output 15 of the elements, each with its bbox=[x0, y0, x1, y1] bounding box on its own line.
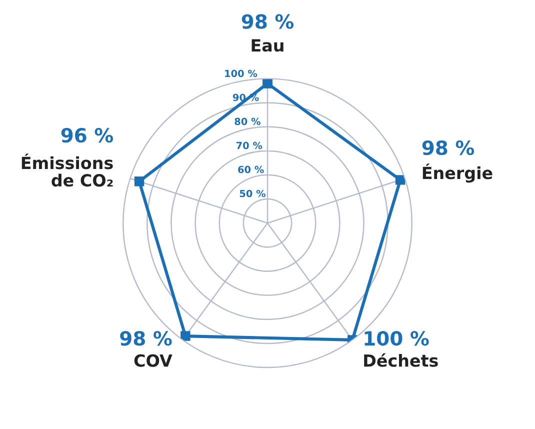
y-tick-label: 50 % bbox=[240, 190, 266, 198]
y-tick-label: 100 % bbox=[225, 70, 258, 78]
y-tick-label: 80 % bbox=[234, 118, 260, 126]
spoke-label: Déchets bbox=[364, 353, 438, 367]
data-label: 98 % bbox=[422, 140, 474, 156]
y-tick-label: 60 % bbox=[238, 166, 264, 174]
data-label: 98 % bbox=[120, 331, 172, 346]
spoke-label: Eau bbox=[252, 39, 284, 52]
spoke-label: Émissions de CO₂ bbox=[22, 154, 113, 187]
spoke-label: COV bbox=[134, 354, 172, 367]
data-label: 98 % bbox=[242, 14, 294, 29]
data-label: 96 % bbox=[61, 128, 114, 143]
y-tick-label: 70 % bbox=[236, 142, 262, 150]
spoke-label: Énergie bbox=[422, 164, 492, 183]
data-label: 100 % bbox=[364, 331, 429, 346]
